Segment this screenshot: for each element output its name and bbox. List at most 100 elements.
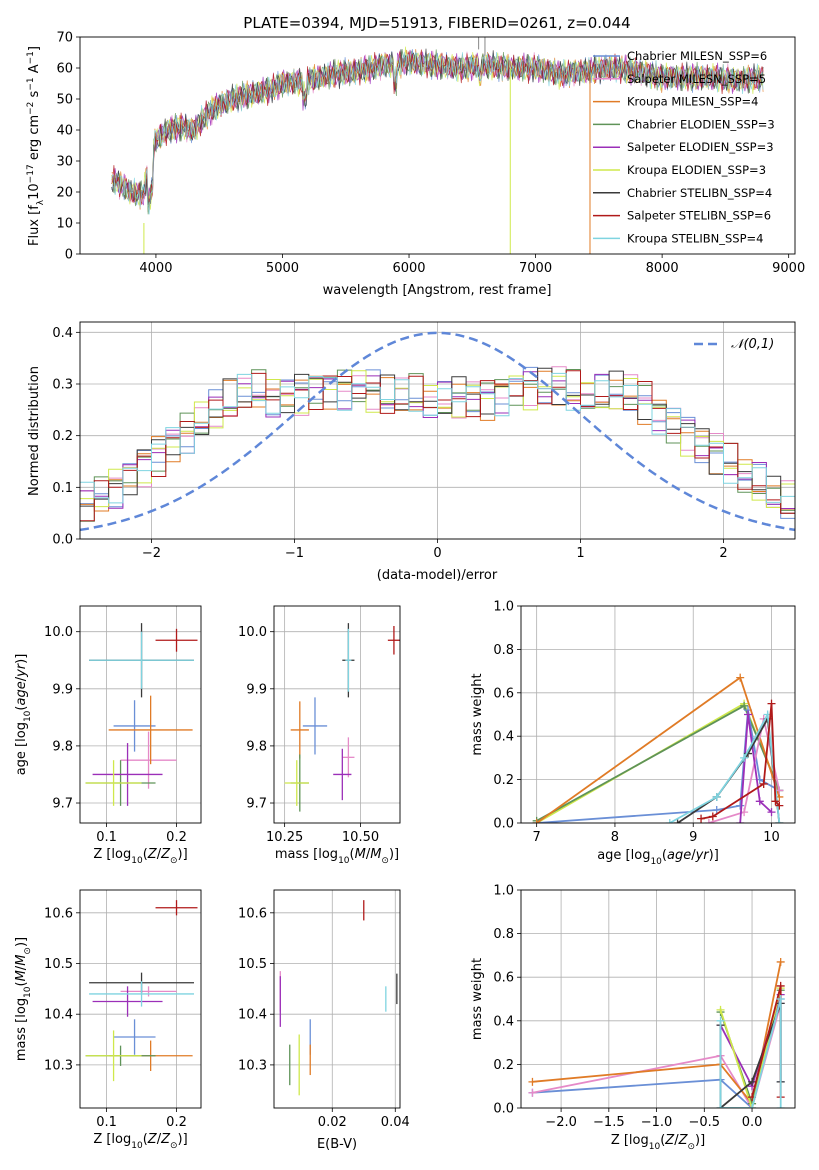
errorbar-salpeter-stelib bbox=[387, 625, 400, 655]
panel-age_vs_mass: 10.25 10.50 9.7 9.8 9.9 10.0 mass [log10(M/M⊙)… bbox=[238, 605, 401, 866]
legend-series-label: N_SSP=3 bbox=[713, 163, 766, 177]
errorbar-salpeter-elodie bbox=[92, 986, 163, 1017]
x-axis-label: age [log10(age/yr)] bbox=[597, 848, 719, 867]
x-tick-label: 0.1 bbox=[96, 830, 117, 845]
y-tick-label: 10.0 bbox=[44, 625, 73, 640]
y-axis-label: mass weight bbox=[470, 958, 485, 1040]
x-tick-label: 2 bbox=[719, 546, 727, 561]
weight-series-kroupa-stelib bbox=[665, 710, 784, 823]
y-tick-label: 0.3 bbox=[52, 378, 73, 393]
legend-entry-salpeter-miles: Salpeter MILESN_SSP=5 bbox=[627, 72, 766, 86]
weight-marker-kroupa-stelib bbox=[716, 1104, 725, 1108]
legend-entry-chabrier-miles: Chabrier MILESN_SSP=6 bbox=[627, 49, 767, 63]
y-tick-label: 0.1 bbox=[52, 481, 73, 496]
y-tick-label: 0.2 bbox=[52, 429, 73, 444]
y-tick-label: 9.7 bbox=[246, 797, 267, 812]
y-tick-label: 10.3 bbox=[238, 1058, 267, 1073]
x-tick-label: 10.25 bbox=[266, 830, 303, 845]
legend-series-label: N_SSP=3 bbox=[722, 117, 775, 131]
weight-marker-chabrier-miles bbox=[712, 805, 721, 814]
errorbar-kroupa-elodie bbox=[284, 760, 309, 806]
x-axis-label: Z [log10(Z/Z⊙)] bbox=[93, 847, 187, 866]
y-tick-label: 10.6 bbox=[44, 906, 73, 921]
x-tick-label: 9 bbox=[689, 830, 697, 845]
panel-residuals: −2 −1 0 1 2 0.0 0.1 0.2 0.3 0.4 𝒩(0,1) (data-model)… bbox=[27, 321, 796, 583]
legend-entry-salpeter-stelib: Salpeter STELIBN_SSP=6 bbox=[627, 209, 771, 223]
plot-area bbox=[532, 673, 784, 823]
y-tick-label: 10.5 bbox=[44, 957, 73, 972]
legend-entry-salpeter-elodie: Salpeter ELODIEN_SSP=3 bbox=[627, 140, 774, 154]
weight-marker-salpeter-stelib bbox=[767, 699, 776, 708]
weight-marker-kroupa-stelib bbox=[665, 819, 674, 823]
y-tick-label: 9.7 bbox=[52, 797, 73, 812]
x-tick-label: 4000 bbox=[139, 261, 172, 276]
y-tick-label: 0.6 bbox=[493, 971, 514, 986]
legend-series-name: Chabrier MILES bbox=[627, 49, 714, 63]
weight-marker-kroupa-stelib bbox=[712, 792, 721, 801]
weight-series-salpeter-elodie bbox=[736, 710, 776, 823]
legend-series-label: N_SSP=6 bbox=[714, 49, 767, 63]
errorbar-kroupa-elodie bbox=[85, 760, 142, 806]
plot-area bbox=[85, 623, 198, 806]
x-axis-label: (data-model)/error bbox=[377, 568, 498, 583]
x-tick-label: 0.0 bbox=[742, 1115, 763, 1130]
errorbar-salpeter-stelib bbox=[155, 900, 198, 916]
legend-series-name: Kroupa STELIB bbox=[627, 231, 711, 245]
plot-area bbox=[279, 900, 398, 1096]
x-tick-label: 10.50 bbox=[342, 830, 379, 845]
y-tick-label: 9.9 bbox=[52, 682, 73, 697]
weight-marker-kroupa-stelib bbox=[776, 995, 785, 1003]
legend-entry-gaussian: 𝒩(0,1) bbox=[731, 337, 774, 352]
legend-series-name: Kroupa MILES bbox=[627, 95, 706, 109]
x-tick-label: 0.02 bbox=[318, 1115, 347, 1130]
y-tick-label: 10.0 bbox=[238, 625, 267, 640]
y-tick-label: 0.4 bbox=[493, 1014, 514, 1029]
legend-series-label: N_SSP=6 bbox=[718, 209, 771, 223]
y-tick-label: 0 bbox=[65, 248, 73, 263]
errorbar-chabrier-miles bbox=[302, 697, 328, 755]
legend-series-name: Salpeter ELODIE bbox=[627, 140, 721, 154]
errorbar-salpeter-stelib bbox=[155, 628, 198, 652]
weight-series-kroupa-stelib bbox=[716, 995, 785, 1108]
legend-series-label: N_SSP=5 bbox=[713, 72, 766, 86]
y-tick-label: 40 bbox=[56, 124, 73, 139]
residuals-legend: 𝒩(0,1) bbox=[694, 337, 774, 352]
x-tick-label: 8000 bbox=[646, 261, 679, 276]
axes-frame bbox=[79, 321, 796, 540]
errorbar-salpeter-miles bbox=[120, 731, 177, 789]
errorbar-chabrier-miles bbox=[113, 700, 156, 752]
weight-marker-salpeter-stelib bbox=[771, 797, 780, 806]
errorbar-salpeter-miles bbox=[120, 986, 177, 997]
errorbar-kroupa-stelib bbox=[89, 631, 195, 689]
x-tick-label: 7000 bbox=[519, 261, 552, 276]
errorbar-kroupa-stelib bbox=[89, 981, 195, 1007]
x-tick-label: −1 bbox=[285, 546, 304, 561]
weight-marker-salpeter-stelib bbox=[697, 814, 706, 823]
x-axis-label: wavelength [Angstrom, rest frame] bbox=[323, 283, 552, 298]
y-tick-label: 0.2 bbox=[493, 773, 514, 788]
errorbar-salpeter-miles bbox=[342, 737, 355, 778]
axes-frame bbox=[520, 605, 796, 824]
weight-marker-salpeter-elodie bbox=[736, 819, 745, 823]
y-tick-label: 50 bbox=[56, 93, 73, 108]
x-tick-label: −2.0 bbox=[545, 1115, 577, 1130]
x-axis-label: mass [log10(M/M⊙)] bbox=[275, 847, 399, 866]
weight-marker-kroupa-miles bbox=[776, 957, 785, 966]
legend-entry-kroupa-elodie: Kroupa ELODIEN_SSP=3 bbox=[627, 163, 766, 177]
y-tick-label: 10.5 bbox=[238, 957, 267, 972]
weight-marker-salpeter-stelib bbox=[775, 801, 784, 810]
y-tick-label: 10.4 bbox=[238, 1008, 267, 1023]
spectrum-line-salpeter-stelib bbox=[111, 49, 764, 205]
y-tick-label: 0.6 bbox=[493, 686, 514, 701]
weight-marker-salpeter-stelib bbox=[759, 779, 768, 788]
y-tick-label: 60 bbox=[56, 62, 73, 77]
x-tick-label: −2 bbox=[142, 546, 161, 561]
weight-marker-chabrier-stelib bbox=[673, 819, 682, 823]
weight-marker-salpeter-miles bbox=[528, 1088, 537, 1097]
legend-series-name: Chabrier STELIB bbox=[627, 186, 719, 200]
y-tick-label: 10.3 bbox=[44, 1058, 73, 1073]
plot-area bbox=[528, 957, 785, 1108]
y-tick-label: 9.9 bbox=[246, 682, 267, 697]
legend-entry-kroupa-miles: Kroupa MILESN_SSP=4 bbox=[627, 95, 758, 109]
